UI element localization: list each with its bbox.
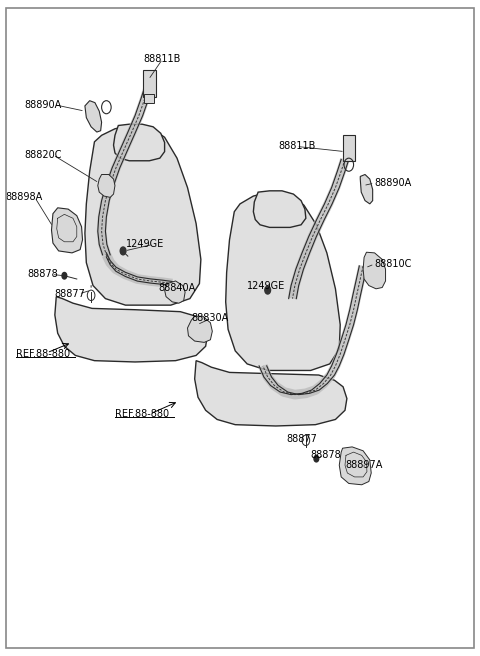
Text: 88810C: 88810C: [374, 259, 412, 269]
Text: 88898A: 88898A: [5, 192, 42, 202]
Polygon shape: [114, 124, 165, 161]
FancyBboxPatch shape: [343, 135, 356, 161]
Circle shape: [120, 247, 126, 255]
Circle shape: [62, 272, 67, 279]
FancyBboxPatch shape: [143, 70, 156, 97]
Polygon shape: [253, 191, 306, 228]
Text: 88878: 88878: [28, 270, 59, 279]
Text: 88811B: 88811B: [144, 54, 181, 64]
Text: 88877: 88877: [55, 289, 86, 299]
Circle shape: [314, 455, 319, 462]
Text: 88877: 88877: [287, 434, 318, 444]
Polygon shape: [188, 316, 212, 342]
Text: 88830A: 88830A: [192, 313, 228, 323]
Text: 1249GE: 1249GE: [126, 239, 165, 249]
Circle shape: [265, 286, 271, 294]
Polygon shape: [98, 174, 115, 197]
Polygon shape: [51, 208, 83, 253]
Text: 88890A: 88890A: [374, 178, 412, 188]
Text: 88890A: 88890A: [24, 100, 61, 110]
Text: REF.88-880: REF.88-880: [16, 349, 70, 359]
FancyBboxPatch shape: [144, 94, 154, 103]
Polygon shape: [339, 447, 371, 485]
Text: 1249GE: 1249GE: [247, 281, 286, 291]
Polygon shape: [85, 125, 201, 305]
Text: 88820C: 88820C: [24, 150, 62, 160]
Text: 88897A: 88897A: [345, 460, 383, 470]
Text: 88811B: 88811B: [278, 142, 315, 152]
Text: 88840A: 88840A: [159, 283, 196, 293]
Text: 88878: 88878: [311, 451, 341, 461]
Polygon shape: [360, 174, 372, 204]
Polygon shape: [195, 361, 347, 426]
Polygon shape: [55, 297, 207, 362]
Polygon shape: [363, 252, 385, 289]
Polygon shape: [165, 281, 185, 303]
Text: REF.88-880: REF.88-880: [115, 409, 169, 419]
Polygon shape: [85, 100, 102, 132]
Polygon shape: [226, 192, 340, 371]
